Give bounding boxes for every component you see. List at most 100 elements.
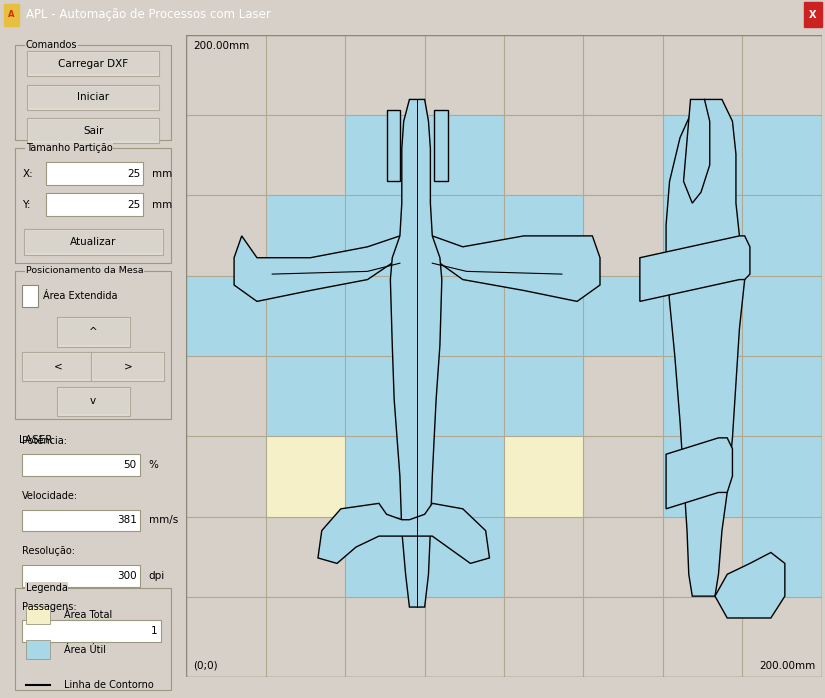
Bar [22, 510, 140, 531]
Text: Área Útil: Área Útil [64, 645, 106, 655]
Text: mm/s: mm/s [148, 516, 178, 526]
Text: Carregar DXF: Carregar DXF [58, 59, 129, 69]
Text: %: % [148, 460, 158, 470]
Bar [742, 517, 822, 597]
Text: Sair: Sair [83, 126, 103, 136]
Bar [425, 356, 504, 436]
Text: v: v [90, 396, 97, 406]
Polygon shape [684, 99, 710, 203]
Bar [266, 276, 346, 356]
Bar [266, 436, 346, 517]
Bar [742, 436, 822, 517]
Bar [425, 436, 504, 517]
Text: <: < [54, 362, 63, 371]
Bar [22, 285, 38, 307]
Bar [59, 389, 129, 415]
Text: 381: 381 [116, 516, 136, 526]
Bar [504, 436, 583, 517]
Bar [742, 276, 822, 356]
Bar [29, 53, 158, 75]
Bar [186, 276, 266, 356]
Bar [425, 276, 504, 356]
Bar [346, 115, 425, 195]
Text: Linha de Contorno: Linha de Contorno [64, 680, 153, 690]
Polygon shape [666, 438, 733, 509]
Bar [504, 356, 583, 436]
Text: 25: 25 [127, 169, 140, 179]
Bar [15, 271, 172, 419]
Bar [663, 276, 742, 356]
Text: Iniciar: Iniciar [78, 92, 109, 103]
Bar [504, 276, 583, 356]
Bar [57, 317, 130, 347]
Bar [346, 356, 425, 436]
Bar [742, 115, 822, 195]
Bar [22, 454, 140, 476]
Text: 50: 50 [124, 460, 136, 470]
Bar [346, 195, 425, 276]
Text: Y:: Y: [22, 200, 31, 210]
Text: 1: 1 [151, 626, 158, 636]
Bar [663, 115, 742, 195]
Bar [27, 52, 159, 76]
Bar [346, 356, 425, 436]
Bar [26, 231, 162, 253]
Bar [346, 115, 425, 195]
Bar [663, 276, 742, 356]
Text: Atualizar: Atualizar [70, 237, 116, 247]
Bar [583, 276, 663, 356]
Polygon shape [666, 99, 745, 596]
Bar [346, 276, 425, 356]
Bar [266, 356, 346, 436]
Bar [29, 120, 158, 142]
Bar [92, 352, 164, 381]
Polygon shape [640, 236, 750, 302]
Bar [425, 356, 504, 436]
Text: Legenda: Legenda [26, 583, 68, 593]
Bar [425, 517, 504, 597]
Bar [504, 356, 583, 436]
Text: ^: ^ [89, 327, 97, 336]
Bar [425, 517, 504, 597]
Polygon shape [434, 110, 447, 181]
Text: Passagens:: Passagens: [22, 602, 77, 611]
Text: 25: 25 [127, 200, 140, 210]
Polygon shape [390, 99, 442, 607]
Text: (0;0): (0;0) [193, 660, 218, 671]
Text: Comandos: Comandos [26, 40, 78, 50]
Text: Área Total: Área Total [64, 610, 112, 620]
Bar [425, 276, 504, 356]
Polygon shape [387, 110, 400, 181]
Bar [346, 517, 425, 597]
Text: 300: 300 [117, 571, 136, 581]
Bar [27, 119, 159, 143]
Bar [742, 115, 822, 195]
Bar [663, 356, 742, 436]
Bar [29, 87, 158, 108]
Polygon shape [715, 553, 785, 618]
Bar [425, 115, 504, 195]
Bar [22, 352, 95, 381]
Text: Área Extendida: Área Extendida [43, 291, 117, 301]
Bar [26, 606, 50, 624]
Bar [266, 356, 346, 436]
Bar [742, 436, 822, 517]
Text: 200.00mm: 200.00mm [193, 41, 249, 52]
Bar [425, 195, 504, 276]
Bar [15, 148, 172, 263]
Text: Potência:: Potência: [22, 436, 67, 446]
Text: X: X [808, 10, 817, 20]
Bar [742, 195, 822, 276]
Text: APL - Automação de Processos com Laser: APL - Automação de Processos com Laser [26, 8, 271, 21]
Bar [22, 565, 140, 586]
Bar [24, 229, 163, 255]
Bar [804, 2, 822, 27]
Text: 200.00mm: 200.00mm [759, 660, 815, 671]
Text: X:: X: [22, 169, 33, 179]
Text: dpi: dpi [148, 571, 165, 581]
Bar [742, 356, 822, 436]
Bar [26, 641, 50, 659]
Bar [346, 436, 425, 517]
Bar [22, 620, 161, 641]
Bar [57, 387, 130, 416]
